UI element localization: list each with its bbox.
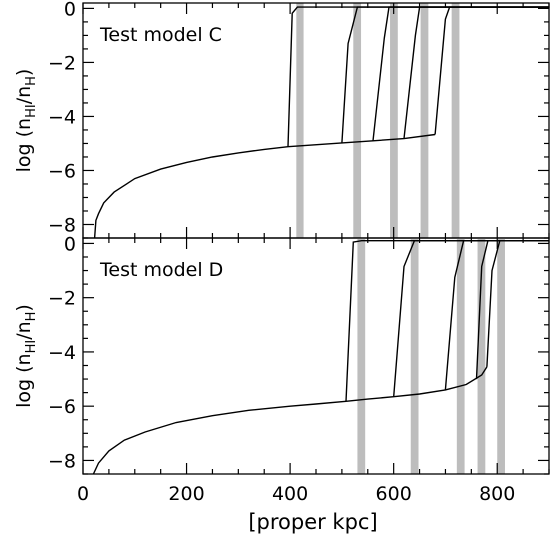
series-line-6 [486,239,549,367]
series-line-6 [434,6,549,135]
shaded-band-0 [357,238,366,474]
y-tick-label: −6 [48,396,76,418]
series-line-4 [372,6,549,141]
y-tick-label: −4 [48,106,76,128]
shaded-band-2 [456,238,465,474]
x-tick-label: 400 [272,483,308,505]
shaded-band-1 [410,238,419,474]
series-line-0 [93,146,289,238]
shaded-band-0 [296,3,304,238]
series-line-0 [92,400,347,474]
series-line-2 [345,366,488,402]
shaded-band-3 [477,238,486,474]
x-tick-label: 200 [168,483,204,505]
panel-label: Test model D [99,259,223,281]
y-tick-label: 0 [64,233,76,255]
shaded-band-3 [420,3,429,238]
series-line-2 [287,133,436,148]
y-tick-label: −2 [48,52,76,74]
y-tick-label: −8 [48,214,76,236]
y-tick-label: −4 [48,342,76,364]
shaded-band-1 [353,3,362,238]
panel-model-c: 0 −2 −4 −6 −8 Test model C log (nHI/nH) [13,0,550,239]
y-axis-label: log (nHI/nH) [13,304,39,408]
x-tick-label: 600 [376,483,412,505]
shaded-band-4 [451,3,460,238]
y-tick-label: −8 [48,450,76,472]
shaded-band-2 [390,3,398,238]
series-line-1 [345,239,549,402]
x-tick-label: 0 [77,483,89,505]
y-tick-label: −6 [48,160,76,182]
panel-label: Test model C [99,24,222,46]
series-line-3 [341,6,549,143]
series-line-1 [287,6,549,147]
x-axis-label: [proper kpc] [248,510,377,534]
y-axis-label: log (nHI/nH) [13,69,39,173]
shaded-band-4 [497,238,505,474]
x-tick-label: 800 [479,483,515,505]
y-tick-label: −2 [48,288,76,310]
y-tick-label: 0 [64,0,76,20]
